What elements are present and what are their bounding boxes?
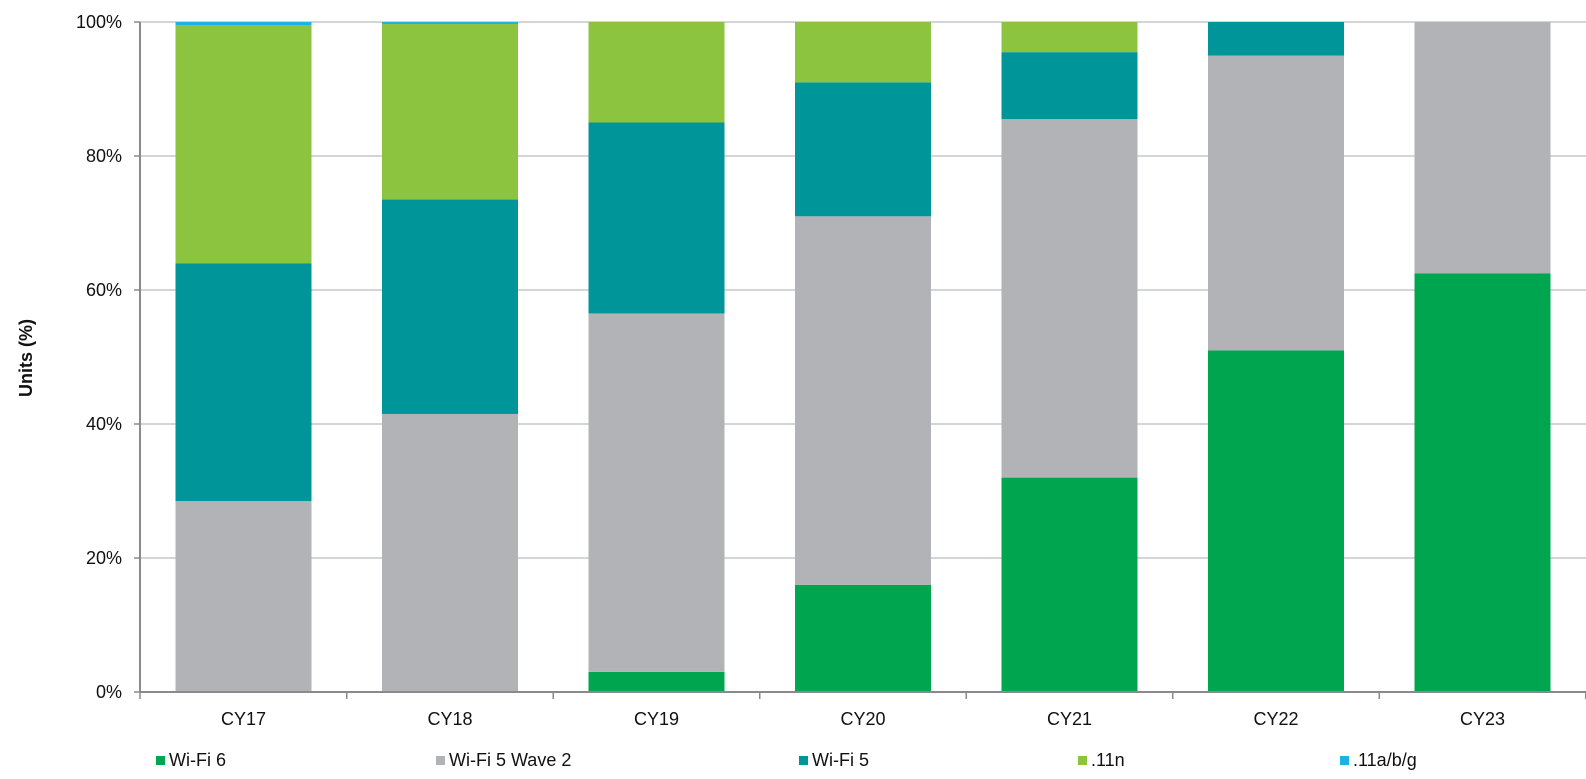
bar-segment (382, 413, 518, 692)
x-tick-labels: CY17 CY18 CY19 CY20 CY21 CY22 CY23 (221, 709, 1505, 729)
y-tick-label: 20% (86, 548, 122, 568)
legend: Wi-Fi 6 Wi-Fi 5 Wave 2 Wi-Fi 5 .11n .11a/b/g (156, 750, 1417, 770)
bar-segment (382, 24, 518, 200)
x-tick-label: CY22 (1253, 709, 1298, 729)
bar-segment (795, 584, 931, 692)
bar-segment (1001, 119, 1138, 478)
y-tick-label: 0% (96, 682, 122, 702)
bar-segment (1001, 52, 1138, 120)
bar-segment (1414, 273, 1551, 692)
bar-segment (1208, 350, 1344, 692)
x-tick-label: CY17 (221, 709, 266, 729)
x-tick-label: CY23 (1460, 709, 1505, 729)
bar-segment (1001, 477, 1138, 692)
bar-segment (588, 313, 725, 672)
legend-label: Wi-Fi 5 (812, 750, 869, 770)
bar-segment (175, 501, 312, 692)
bar-segment (588, 122, 725, 314)
legend-swatch (799, 756, 808, 765)
bar-segment (1001, 22, 1138, 53)
bars (175, 22, 1551, 692)
y-tick-label: 100% (76, 12, 122, 32)
x-tick-label: CY18 (427, 709, 472, 729)
x-tick-label: CY19 (634, 709, 679, 729)
bar-segment (382, 199, 518, 414)
legend-swatch (1078, 756, 1087, 765)
bar-segment (795, 82, 931, 217)
y-tick-label: 80% (86, 146, 122, 166)
bar-segment (175, 22, 312, 26)
bar-segment (175, 25, 312, 264)
bar-segment (588, 671, 725, 692)
x-tick-label: CY20 (840, 709, 885, 729)
legend-label: Wi-Fi 6 (169, 750, 226, 770)
x-tick-label: CY21 (1047, 709, 1092, 729)
axes (134, 21, 1586, 699)
bar-segment (175, 263, 312, 502)
legend-swatch (156, 756, 165, 765)
y-tick-labels: 0% 20% 40% 60% 80% 100% (76, 12, 122, 702)
y-tick-label: 60% (86, 280, 122, 300)
legend-label: .11a/b/g (1353, 750, 1417, 770)
bar-segment (382, 22, 518, 25)
bar-segment (588, 22, 725, 123)
legend-label: .11n (1091, 750, 1125, 770)
bar-segment (1208, 55, 1344, 351)
bar-segment (795, 216, 931, 585)
legend-swatch (436, 756, 445, 765)
bar-segment (795, 22, 931, 83)
y-tick-label: 40% (86, 414, 122, 434)
legend-swatch (1340, 756, 1349, 765)
bar-segment (1414, 22, 1551, 274)
bar-segment (1208, 22, 1344, 56)
y-axis-title: Units (%) (16, 319, 36, 397)
legend-label: Wi-Fi 5 Wave 2 (449, 750, 571, 770)
